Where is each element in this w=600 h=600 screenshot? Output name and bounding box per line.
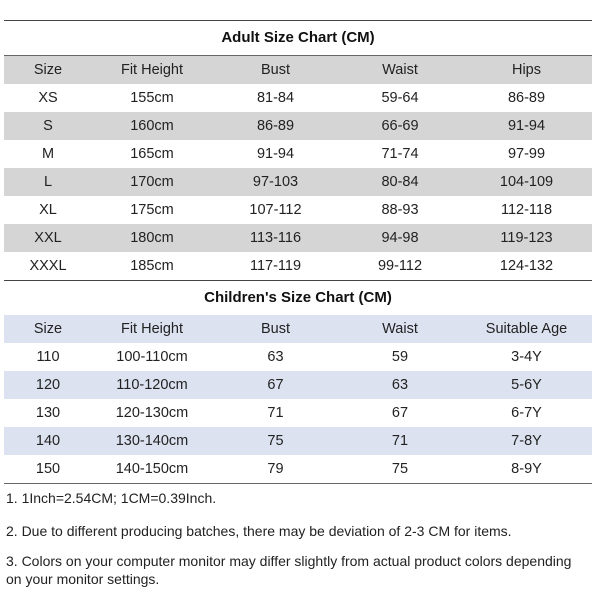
table-cell: 110-120cm — [92, 371, 212, 399]
table-cell: 112-118 — [500, 202, 553, 218]
middle-divider — [4, 280, 592, 281]
table-row: XS 155cm 81-84 59-64 86-89 — [4, 84, 592, 112]
table-cell: 165cm — [130, 146, 174, 162]
table-cell: 66-69 — [339, 112, 461, 140]
table-cell: 104-109 — [461, 168, 592, 196]
table-cell: 97-103 — [212, 168, 339, 196]
table-cell: XL — [39, 202, 57, 218]
table-cell: 6-7Y — [511, 405, 542, 421]
table-cell: 86-89 — [507, 90, 546, 106]
adult-size-table: Size Fit Height Bust Waist Hips XS 155cm 81-84 5… — [4, 56, 592, 280]
adult-title-divider — [4, 55, 592, 56]
table-cell: 75 — [391, 461, 409, 477]
table-cell: 180cm — [92, 224, 212, 252]
table-row: M 165cm 91-94 71-74 97-99 — [4, 140, 592, 168]
table-cell: 67 — [212, 371, 339, 399]
table-cell: 81-84 — [256, 90, 295, 106]
table-cell: 155cm — [130, 90, 174, 106]
table-cell: 91-94 — [461, 112, 592, 140]
table-row: 150 140-150cm 79 75 8-9Y — [4, 455, 592, 483]
table-cell: 150 — [35, 461, 61, 477]
table-cell: 71 — [267, 405, 284, 421]
table-cell: 59-64 — [381, 90, 419, 106]
table-cell: XS — [38, 90, 58, 106]
table-cell: 71-74 — [381, 146, 419, 162]
table-cell: 130 — [35, 405, 61, 421]
table-cell: 107-112 — [249, 202, 302, 218]
notes-section: 1. 1Inch=2.54CM; 1CM=0.39Inch. 2. Due to… — [4, 489, 592, 588]
table-cell: 7-8Y — [461, 427, 592, 455]
table-cell: 5-6Y — [461, 371, 592, 399]
table-cell: S — [4, 112, 92, 140]
table-cell: 119-123 — [461, 224, 592, 252]
column-header: Suitable Age — [461, 315, 592, 343]
table-row: S 160cm 86-89 66-69 91-94 — [4, 112, 592, 140]
table-row: XXL 180cm 113-116 94-98 119-123 — [4, 224, 592, 252]
table-cell: XXXL — [29, 258, 67, 274]
table-cell: M — [41, 146, 55, 162]
table-cell: 185cm — [130, 258, 174, 274]
children-size-table: Size Fit Height Bust Waist Suitable Age 110 10… — [4, 315, 592, 483]
table-cell: 110 — [36, 349, 60, 365]
table-cell: 113-116 — [212, 224, 339, 252]
table-cell: 75 — [212, 427, 339, 455]
top-divider — [4, 20, 592, 21]
column-header: Size — [4, 315, 92, 343]
table-cell: 140 — [4, 427, 92, 455]
note-conversion: 1. 1Inch=2.54CM; 1CM=0.39Inch. — [6, 490, 217, 506]
table-cell: 97-99 — [507, 146, 546, 162]
table-row: 110 100-110cm 63 59 3-4Y — [4, 343, 592, 371]
table-cell: 79 — [267, 461, 284, 477]
table-cell: 117-119 — [249, 258, 302, 274]
table-cell: 3-4Y — [511, 349, 542, 365]
column-header: Bust — [212, 315, 339, 343]
table-cell: 130-140cm — [92, 427, 212, 455]
table-cell: 100-110cm — [116, 349, 188, 365]
children-table-body: Size Fit Height Bust Waist Suitable Age 110 10… — [4, 315, 592, 483]
children-chart-title: Children's Size Chart (CM) — [204, 289, 392, 306]
table-cell: 91-94 — [256, 146, 295, 162]
adult-chart-title: Adult Size Chart (CM) — [221, 29, 375, 46]
table-cell: 160cm — [92, 112, 212, 140]
adult-table-body: Size Fit Height Bust Waist Hips XS 155cm 81-84 5… — [4, 56, 592, 280]
table-cell: 175cm — [130, 202, 174, 218]
table-cell: 80-84 — [339, 168, 461, 196]
notes-divider — [4, 483, 592, 484]
table-header-row: Size Fit Height Bust Waist Suitable Age — [4, 315, 592, 343]
column-header: Fit Height — [92, 315, 212, 343]
table-cell: 59 — [391, 349, 409, 365]
table-cell: 170cm — [92, 168, 212, 196]
table-row: 130 120-130cm 71 67 6-7Y — [4, 399, 592, 427]
column-header: Hips — [461, 56, 592, 84]
note-deviation: 2. Due to different producing batches, t… — [6, 523, 512, 539]
table-cell: 99-112 — [377, 258, 423, 274]
table-cell: 88-93 — [381, 202, 419, 218]
table-cell: 71 — [339, 427, 461, 455]
column-header: Fit Height — [92, 56, 212, 84]
table-cell: 94-98 — [339, 224, 461, 252]
column-header: Size — [4, 56, 92, 84]
table-cell: L — [4, 168, 92, 196]
column-header: Waist — [339, 56, 461, 84]
table-row: 140 130-140cm 75 71 7-8Y — [4, 427, 592, 455]
table-cell: 8-9Y — [511, 461, 542, 477]
table-cell: 86-89 — [212, 112, 339, 140]
table-row: XL 175cm 107-112 88-93 112-118 — [4, 196, 592, 224]
size-chart-sheet: Adult Size Chart (CM) Size Fit Height Bust… — [4, 20, 592, 588]
column-header: Bust — [212, 56, 339, 84]
table-cell: 124-132 — [499, 258, 554, 274]
table-row: L 170cm 97-103 80-84 104-109 — [4, 168, 592, 196]
column-header: Waist — [339, 315, 461, 343]
table-cell: 67 — [391, 405, 409, 421]
table-cell: 63 — [339, 371, 461, 399]
table-row: 120 110-120cm 67 63 5-6Y — [4, 371, 592, 399]
table-cell: 140-150cm — [115, 461, 189, 477]
table-cell: 120-130cm — [115, 405, 189, 421]
table-cell: 63 — [267, 349, 284, 365]
note-colors: 3. Colors on your computer monitor may d… — [6, 553, 572, 587]
table-cell: XXL — [4, 224, 92, 252]
table-row: XXXL 185cm 117-119 99-112 124-132 — [4, 252, 592, 280]
table-header-row: Size Fit Height Bust Waist Hips — [4, 56, 592, 84]
table-cell: 120 — [4, 371, 92, 399]
